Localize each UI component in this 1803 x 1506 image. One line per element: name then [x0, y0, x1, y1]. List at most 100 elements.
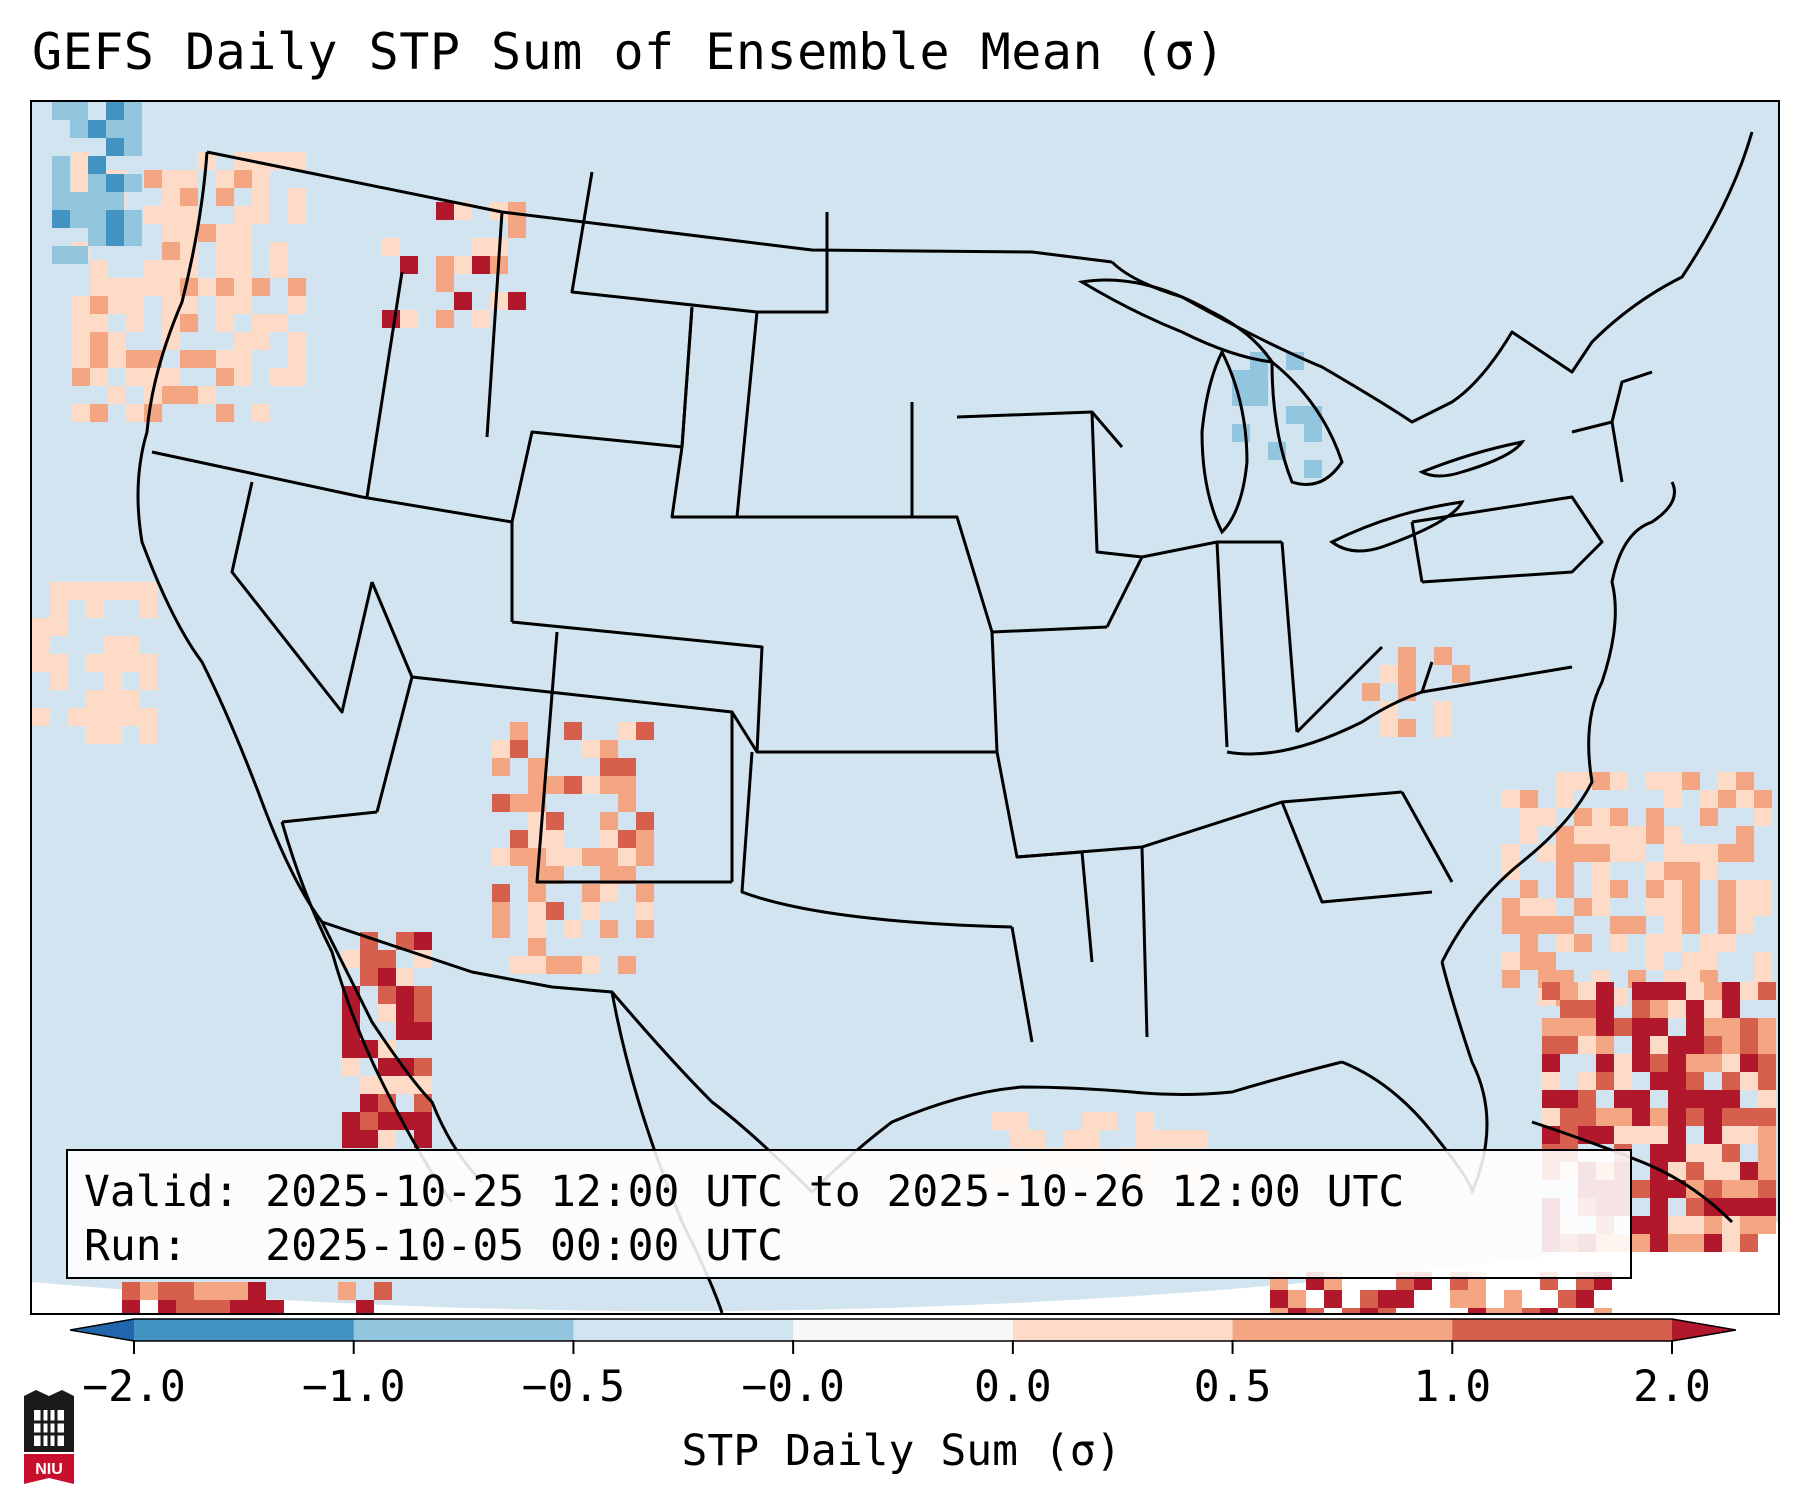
anomaly-cell	[1686, 982, 1704, 1000]
colorbar-bin	[1452, 1319, 1673, 1341]
anomaly-cell	[1704, 1000, 1722, 1018]
anomaly-cell	[234, 224, 252, 242]
anomaly-cell	[1286, 406, 1304, 424]
anomaly-cell	[104, 636, 122, 654]
anomaly-cell	[1686, 1000, 1704, 1018]
anomaly-cell	[88, 192, 106, 210]
colorbar-tick-label: −1.0	[301, 1362, 406, 1412]
anomaly-cell	[1578, 1072, 1596, 1090]
niu-logo-text: NIU	[35, 1461, 63, 1478]
anomaly-cell	[1686, 1144, 1704, 1162]
anomaly-cell	[360, 1112, 378, 1130]
anomaly-cell	[1028, 1130, 1046, 1148]
anomaly-cell	[50, 582, 68, 600]
colorbar-label: STP Daily Sum (σ)	[681, 1426, 1122, 1476]
anomaly-cell	[414, 1094, 432, 1112]
anomaly-cell	[564, 848, 582, 866]
anomaly-cell	[1722, 1126, 1740, 1144]
anomaly-cell	[216, 296, 234, 314]
anomaly-cell	[1398, 665, 1416, 683]
anomaly-cell	[1542, 1018, 1560, 1036]
anomaly-cell	[1452, 665, 1470, 683]
anomaly-cell	[1650, 1234, 1668, 1252]
anomaly-cell	[50, 618, 68, 636]
anomaly-field	[32, 102, 1776, 1313]
anomaly-cell	[1740, 1072, 1758, 1090]
anomaly-cell	[1722, 1072, 1740, 1090]
anomaly-cell	[1686, 1072, 1704, 1090]
anomaly-cell	[1668, 1036, 1686, 1054]
anomaly-cell	[1664, 898, 1682, 916]
anomaly-cell	[1538, 952, 1556, 970]
anomaly-cell	[180, 350, 198, 368]
anomaly-cell	[88, 210, 106, 228]
anomaly-cell	[992, 1112, 1010, 1130]
anomaly-cell	[1682, 844, 1700, 862]
anomaly-cell	[492, 884, 510, 902]
anomaly-cell	[1704, 1090, 1722, 1108]
anomaly-cell	[1700, 952, 1718, 970]
anomaly-cell	[122, 708, 140, 726]
anomaly-cell	[414, 1004, 432, 1022]
anomaly-cell	[1270, 1290, 1288, 1308]
anomaly-cell	[382, 310, 400, 328]
anomaly-cell	[122, 654, 140, 672]
anomaly-cell	[1632, 1216, 1650, 1234]
anomaly-cell	[472, 310, 490, 328]
anomaly-cell	[1740, 1054, 1758, 1072]
anomaly-cell	[198, 224, 216, 242]
anomaly-cell	[1758, 1072, 1776, 1090]
anomaly-cell	[1722, 1108, 1740, 1126]
anomaly-cell	[1560, 1036, 1578, 1054]
anomaly-cell	[52, 156, 70, 174]
anomaly-cell	[510, 794, 528, 812]
anomaly-cell	[360, 950, 378, 968]
anomaly-cell	[1136, 1112, 1154, 1130]
anomaly-cell	[140, 600, 158, 618]
anomaly-cell	[1740, 1162, 1758, 1180]
anomaly-cell	[1722, 1018, 1740, 1036]
anomaly-cell	[546, 812, 564, 830]
anomaly-cell	[1664, 862, 1682, 880]
anomaly-cell	[1380, 719, 1398, 737]
anomaly-cell	[1668, 1216, 1686, 1234]
anomaly-cell	[636, 848, 654, 866]
anomaly-cell	[378, 1004, 396, 1022]
anomaly-cell	[1740, 1234, 1758, 1252]
anomaly-cell	[1520, 952, 1538, 970]
anomaly-cell	[1754, 790, 1772, 808]
anomaly-cell	[1250, 388, 1268, 406]
conus-map	[32, 102, 1778, 1313]
run-time-text: Run: 2025-10-05 00:00 UTC	[84, 1221, 783, 1271]
anomaly-cell	[1010, 1112, 1028, 1130]
anomaly-cell	[1686, 1162, 1704, 1180]
anomaly-cell	[582, 884, 600, 902]
anomaly-cell	[104, 708, 122, 726]
anomaly-cell	[50, 672, 68, 690]
anomaly-cell	[1740, 1108, 1758, 1126]
anomaly-cell	[1664, 934, 1682, 952]
anomaly-cell	[472, 256, 490, 274]
anomaly-cell	[374, 1282, 392, 1300]
anomaly-cell	[88, 156, 106, 174]
anomaly-cell	[1646, 808, 1664, 826]
anomaly-cell	[600, 830, 618, 848]
anomaly-cell	[1250, 370, 1268, 388]
anomaly-cell	[1700, 862, 1718, 880]
anomaly-cell	[252, 278, 270, 296]
anomaly-cell	[1758, 982, 1776, 1000]
anomaly-cell	[50, 600, 68, 618]
anomaly-cell	[636, 884, 654, 902]
anomaly-cell	[1100, 1112, 1118, 1130]
anomaly-cell	[1650, 982, 1668, 1000]
anomaly-cell	[1504, 1308, 1522, 1313]
anomaly-cell	[106, 102, 124, 120]
anomaly-cell	[234, 242, 252, 260]
anomaly-cell	[216, 242, 234, 260]
anomaly-cell	[140, 654, 158, 672]
anomaly-cell	[1610, 808, 1628, 826]
anomaly-cell	[1560, 1000, 1578, 1018]
anomaly-cell	[86, 582, 104, 600]
anomaly-cell	[1758, 1054, 1776, 1072]
anomaly-cell	[1668, 1144, 1686, 1162]
